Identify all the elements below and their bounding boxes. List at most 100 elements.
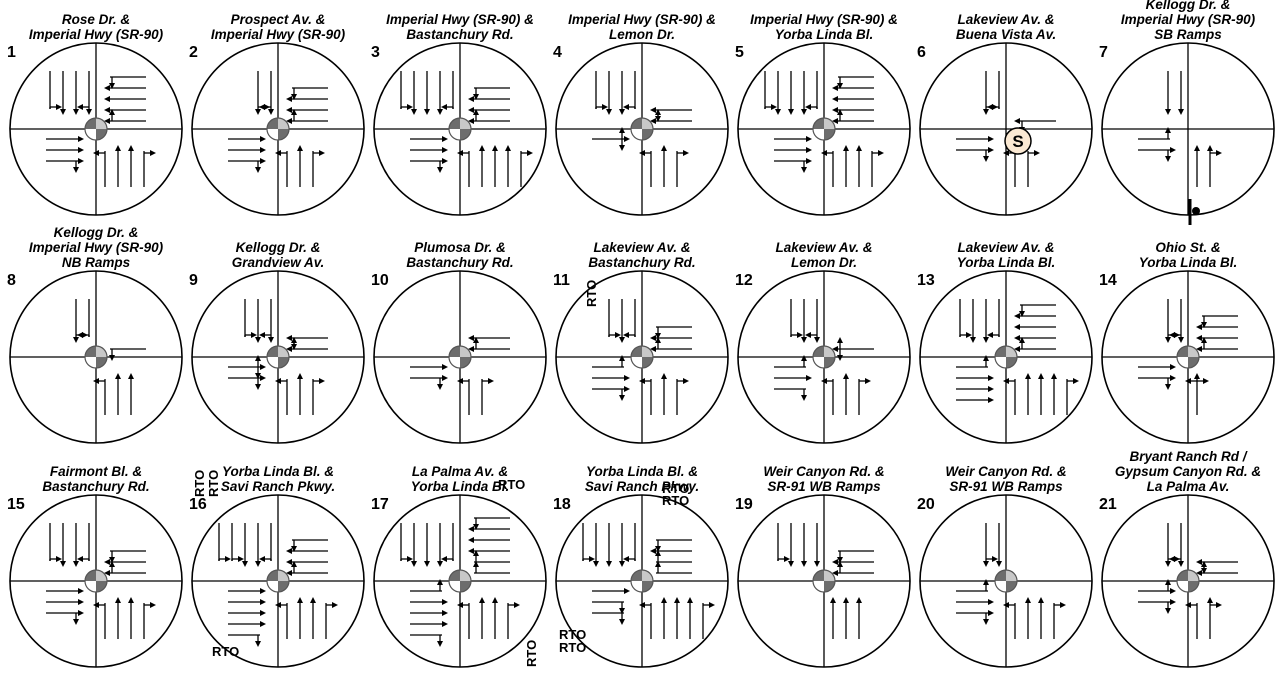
- wb-lane-arrow: [104, 85, 146, 91]
- intersection-number: 4: [553, 44, 562, 61]
- sb-lane-arrow: [987, 71, 1000, 110]
- nb-lane-arrow: [856, 145, 862, 187]
- intersection-number: 17: [371, 496, 389, 513]
- wb-lane-arrow: [655, 539, 692, 552]
- intersection-number: 11: [553, 272, 570, 289]
- sb-lane-arrow: [623, 299, 636, 338]
- wb-lane-arrow: [468, 107, 510, 113]
- eb-lane-arrow: [592, 612, 625, 625]
- eb-lane-arrow: [1138, 147, 1176, 162]
- stop-control-icon: [1188, 199, 1200, 225]
- sb-lane-arrow: [595, 71, 608, 110]
- sb-lane-arrow: [619, 299, 625, 343]
- traffic-signal-icon: [994, 569, 1018, 593]
- sb-lane-arrow: [1178, 71, 1184, 115]
- intersection-diagram: [9, 42, 183, 216]
- title-line: Lakeview Av. &: [957, 12, 1055, 27]
- intersection-title: Lakeview Av. & Bastanchury Rd.: [551, 240, 733, 270]
- nb-lane-arrow: [843, 597, 849, 639]
- rto-label: RTO: [524, 640, 539, 667]
- intersection-diagram: [191, 42, 365, 216]
- nb-lane-arrow: [856, 597, 862, 639]
- title-line: Lakeview Av. &: [593, 240, 691, 255]
- intersection-18: Yorba Linda Bl. & Savi Ranch Pkwy. 18 RTO RT…: [551, 452, 733, 677]
- nb-lane-arrow: [1025, 373, 1031, 415]
- wb-lane-arrow: [473, 561, 510, 574]
- wb-lane-arrow: [1196, 337, 1238, 352]
- title-line: Plumosa Dr. &: [414, 240, 506, 255]
- nb-lane-arrow: [297, 145, 303, 187]
- eb-lane-arrow: [956, 610, 994, 625]
- intersection-number: 18: [553, 496, 571, 513]
- traffic-signal-icon: [84, 345, 108, 369]
- nb-lane-arrow: [1207, 597, 1222, 639]
- intersection-4: Imperial Hwy (SR-90) & Lemon Dr. 4: [551, 0, 733, 225]
- wb-lane-arrow: [468, 335, 510, 341]
- intersection-number: 3: [371, 44, 380, 61]
- nb-lane-arrow: [1194, 145, 1200, 187]
- title-line: Bastanchury Rd.: [42, 479, 150, 494]
- intersection-title: Imperial Hwy (SR-90) & Bastanchury Rd.: [369, 12, 551, 42]
- sb-lane-arrow: [231, 523, 244, 562]
- sb-lane-arrow: [606, 71, 612, 115]
- intersection-diagram: [9, 270, 183, 444]
- sb-lane-arrow: [814, 523, 820, 567]
- eb-lane-arrow: [46, 147, 84, 153]
- intersection-6: Lakeview Av. & Buena Vista Av. 6 S: [915, 0, 1097, 225]
- sb-lane-arrow: [60, 71, 66, 115]
- title-line: Ohio St. &: [1155, 240, 1221, 255]
- intersection-10: Plumosa Dr. & Bastanchury Rd. 10: [369, 228, 551, 453]
- intersection-title: Kellogg Dr. & Imperial Hwy (SR-90) SB Ramp…: [1097, 0, 1278, 42]
- wb-lane-arrow: [832, 337, 874, 361]
- title-line: Imperial Hwy (SR-90) &: [568, 12, 716, 27]
- wb-lane-arrow: [655, 326, 692, 339]
- nb-lane-arrow: [821, 150, 834, 187]
- nb-lane-arrow: [128, 373, 134, 415]
- traffic-signal-icon: [266, 345, 290, 369]
- sb-lane-arrow: [623, 523, 636, 562]
- nb-lane-arrow: [676, 378, 689, 415]
- sb-lane-arrow: [593, 523, 599, 567]
- intersection-title: Kellogg Dr. & Imperial Hwy (SR-90) NB Ramp…: [5, 225, 187, 270]
- nb-lane-arrow: [479, 145, 485, 187]
- sb-lane-arrow: [244, 299, 257, 338]
- wb-lane-arrow: [1196, 324, 1238, 330]
- intersection-diagram: [373, 42, 547, 216]
- eb-lane-arrow: [774, 355, 807, 368]
- eb-lane-arrow: [956, 136, 994, 142]
- wb-lane-arrow: [104, 109, 146, 124]
- wb-lane-arrow: [1014, 335, 1056, 341]
- wb-lane-arrow: [650, 337, 692, 352]
- intersection-diagram: [373, 270, 547, 444]
- intersection-title: Rose Dr. & Imperial Hwy (SR-90): [5, 12, 187, 42]
- sb-lane-arrow: [788, 523, 794, 567]
- nb-lane-arrow: [702, 602, 715, 639]
- title-line: Imperial Hwy (SR-90): [1120, 12, 1256, 27]
- eb-lane-arrow: [410, 364, 448, 370]
- nb-lane-arrow: [1185, 602, 1198, 639]
- intersection-diagram: [191, 270, 365, 444]
- eb-lane-arrow: [1138, 375, 1176, 390]
- stop-sign-icon: S: [1004, 127, 1032, 155]
- intersection-title: Weir Canyon Rd. & SR-91 WB Ramps: [915, 464, 1097, 494]
- nb-lane-arrow: [1003, 602, 1016, 639]
- title-line: Grandview Av.: [231, 255, 325, 270]
- title-line: Kellogg Dr. &: [235, 240, 321, 255]
- intersection-number: 12: [735, 272, 753, 289]
- sb-lane-arrow: [983, 299, 989, 343]
- eb-lane-arrow: [228, 375, 266, 390]
- traffic-signal-icon: [630, 117, 654, 141]
- wb-lane-arrow: [473, 550, 510, 563]
- nb-lane-arrow: [1066, 378, 1079, 415]
- nb-lane-arrow: [492, 145, 498, 187]
- nb-lane-arrow: [871, 150, 884, 187]
- sb-lane-arrow: [1169, 523, 1184, 567]
- title-line: Savi Ranch Pkwy.: [584, 479, 700, 494]
- eb-lane-arrow: [592, 355, 625, 368]
- title-line: SB Ramps: [1154, 27, 1222, 42]
- title-line: Weir Canyon Rd. &: [945, 464, 1067, 479]
- intersection-2: Prospect Av. & Imperial Hwy (SR-90) 2: [187, 0, 369, 225]
- title-line: Gypsum Canyon Rd. &: [1114, 464, 1262, 479]
- wb-lane-arrow: [655, 550, 692, 563]
